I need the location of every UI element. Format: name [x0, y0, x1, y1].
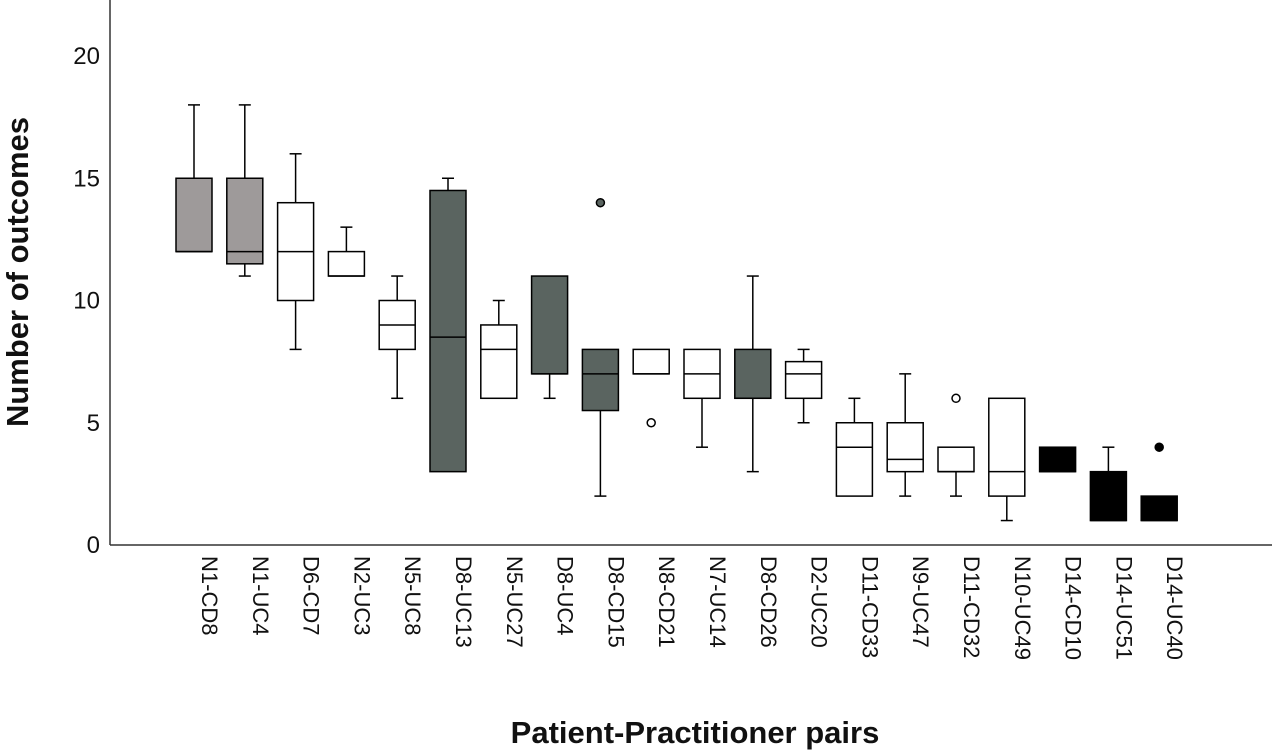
box-n1-uc4	[226, 104, 264, 277]
x-tick-label: N2-UC3	[349, 556, 374, 635]
box-iqr	[327, 250, 366, 277]
box-iqr	[835, 422, 874, 497]
plot-area	[175, 104, 1178, 522]
box-iqr	[988, 397, 1026, 497]
box-iqr	[581, 348, 620, 412]
x-tick-label: D14-UC40	[1162, 556, 1187, 660]
x-tick-label: D8-UC13	[451, 556, 476, 648]
x-axis-title: Patient-Practitioner pairs	[511, 715, 880, 750]
box-iqr	[937, 446, 975, 473]
box-n8-cd21	[632, 348, 670, 428]
box-d2-uc20	[784, 348, 823, 424]
box-iqr	[632, 348, 670, 375]
x-tick-label: D6-CD7	[299, 556, 324, 635]
box-iqr	[784, 360, 823, 400]
x-tick-label: N7-UC14	[705, 556, 730, 648]
x-tick-label: D8-CD26	[756, 556, 781, 648]
outlier-point	[951, 393, 961, 404]
box-iqr	[480, 324, 518, 400]
y-tick-labels: 0 5 10 15 20	[73, 43, 100, 559]
x-tick-label: N1-UC4	[248, 556, 273, 635]
x-tick-label: D14-CD10	[1061, 556, 1086, 660]
x-tick-label: D11-CD33	[857, 556, 882, 658]
outlier-point	[595, 197, 606, 208]
box-d8-uc13	[429, 177, 467, 473]
box-iqr	[226, 177, 264, 265]
box-n7-uc14	[683, 348, 721, 448]
x-tick-label: D14-UC51	[1111, 556, 1136, 660]
box-iqr	[1140, 495, 1178, 522]
box-d8-cd26	[734, 275, 772, 473]
outlier-point	[1154, 442, 1164, 452]
box-n5-uc8	[378, 275, 416, 400]
x-tick-label: N5-UC8	[400, 556, 425, 635]
y-axis-title: Number of outcomes	[0, 117, 35, 427]
box-d8-cd15	[581, 197, 620, 497]
y-tick-label: 20	[73, 43, 100, 70]
box-iqr	[886, 422, 924, 473]
x-tick-label: D8-UC4	[553, 556, 578, 635]
x-tick-label: D2-UC20	[807, 556, 832, 648]
box-n2-uc3	[327, 226, 366, 277]
x-tick-label: D11-CD32	[959, 556, 984, 658]
box-d11-cd33	[835, 397, 874, 497]
x-tick-label: N5-UC27	[502, 556, 527, 648]
y-tick-label: 10	[73, 288, 100, 315]
box-d14-cd10	[1038, 446, 1077, 473]
box-d11-cd32	[937, 393, 975, 497]
outlier-point	[646, 418, 656, 428]
box-d6-cd7	[276, 153, 315, 351]
box-iqr	[530, 275, 569, 375]
box-iqr	[734, 348, 772, 400]
box-n5-uc27	[480, 299, 518, 400]
box-n1-cd8	[175, 104, 213, 253]
box-d14-uc51	[1089, 446, 1128, 522]
x-tick-label: D8-CD15	[603, 556, 628, 648]
x-tick-label: N1-CD8	[197, 556, 222, 635]
box-iqr	[429, 189, 467, 473]
x-tick-label: N9-UC47	[908, 556, 933, 648]
y-tick-label: 5	[87, 410, 100, 437]
x-tick-label: N8-CD21	[654, 556, 679, 648]
x-tick-label: N10-UC49	[1010, 556, 1035, 660]
x-tick-labels: N1-CD8 N1-UC4 D6-CD7 N2-UC3 N5-UC8 D8-UC13 N5-…	[197, 556, 1187, 660]
box-iqr	[1089, 470, 1128, 522]
box-d14-uc40	[1140, 442, 1178, 522]
y-tick-label: 15	[73, 165, 100, 192]
y-tick-label: 0	[87, 532, 100, 559]
box-iqr	[175, 177, 213, 253]
box-n10-uc49	[988, 397, 1026, 522]
box-n9-uc47	[886, 373, 924, 497]
box-d8-uc4	[530, 275, 569, 400]
box-iqr	[1038, 446, 1077, 473]
